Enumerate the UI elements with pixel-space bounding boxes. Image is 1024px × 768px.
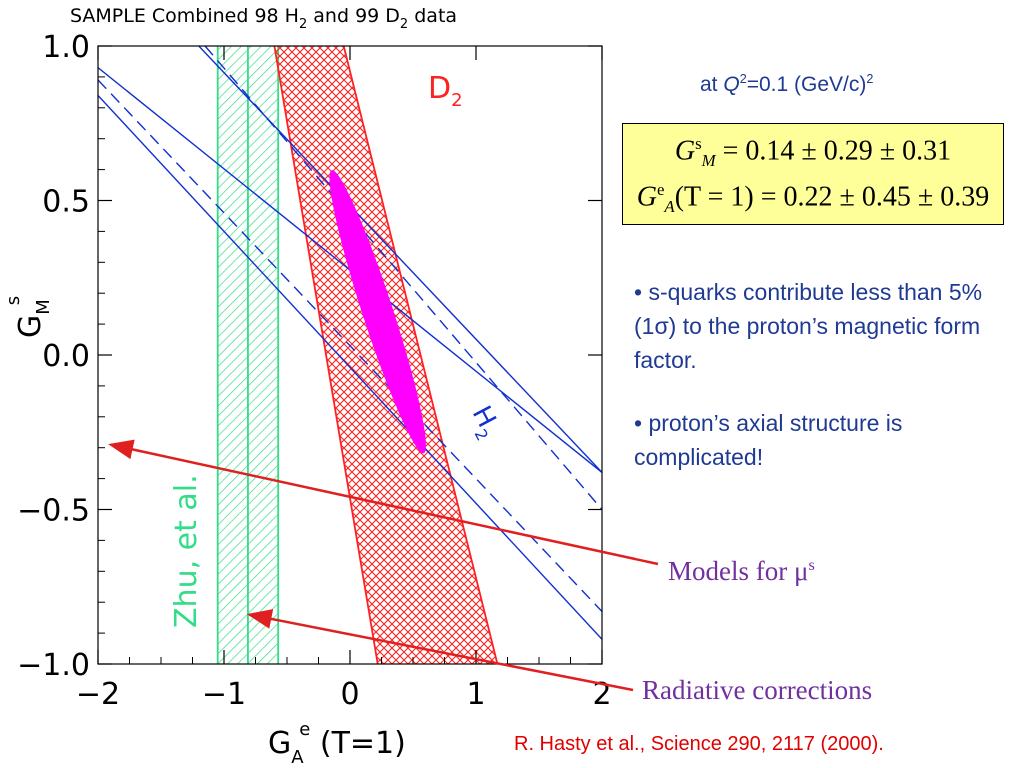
models-annotation: Models for μs [668,556,815,586]
h2-dashed-line-0 [98,79,602,612]
results-box: GsM = 0.14 ± 0.29 ± 0.31 GeA(T = 1) = 0.… [622,123,1004,225]
y-tick-label: 0.5 [42,185,90,220]
bullet-axial-structure: • proton’s axial structure is complicate… [634,410,903,471]
annotation-arrows [108,439,659,692]
x-tick-label: 1 [466,677,485,712]
y-tick-label: −0.5 [17,494,90,529]
bullet-strange-magnetic: • s-quarks contribute less than 5% (1σ) … [634,279,983,373]
radiative-arrow [246,609,634,692]
axial-result: GeA(T = 1) = 0.22 ± 0.45 ± 0.39 [636,180,990,216]
x-tick-label: 0 [340,677,359,712]
x-tick-label: −2 [76,677,120,712]
chart-title: SAMPLE Combined 98 H2 and 99 D2 data [70,5,457,32]
d2-band-edge-0 [273,46,379,664]
plot-area [98,46,602,664]
y-tick-label: 1.0 [42,30,90,65]
d2-band-edge-1 [342,46,499,664]
y-tick-label: −1.0 [17,648,90,683]
axes: −2 −1 0 1 2−1.0−0.50.00.51.0 [17,30,611,712]
result-ellipse [329,170,426,454]
d2-band-label: D2 [428,71,463,111]
radiative-annotation: Radiative corrections [642,675,873,705]
x-tick-label: −1 [202,677,246,712]
conclusion-bullets: • s-quarks contribute less than 5% (1σ) … [634,276,1004,505]
h2-solid-line-2 [198,46,602,473]
y-axis-label: GMs [3,296,54,338]
models-arrow [108,439,659,566]
h2-dashed-line-1 [204,46,602,510]
momentum-transfer-note: at Q2=0.1 (GeV/c)2 [700,72,874,96]
h2-band-label: H2 [461,401,506,444]
citation: R. Hasty et al., Science 290, 2117 (2000… [514,733,884,755]
zhu-band-label: Zhu, et al. [169,474,204,628]
h2-solid-line-1 [98,94,602,640]
magnetic-result: GsM = 0.14 ± 0.29 ± 0.31 [674,134,952,170]
x-axis-label: GAe (T=1) [268,719,406,768]
y-tick-label: 0.0 [42,339,90,374]
